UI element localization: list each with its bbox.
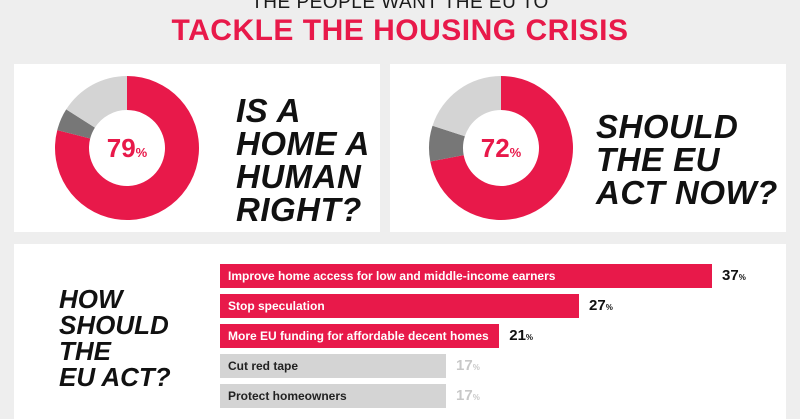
how-should-eu-act-question: HOW SHOULD THE EU ACT? bbox=[59, 286, 171, 390]
question-line: ACT NOW? bbox=[596, 174, 778, 211]
bar-value-label: 37% bbox=[722, 267, 746, 284]
question-line: SHOULD bbox=[59, 310, 169, 340]
donut-slice-1 bbox=[57, 109, 95, 139]
human-right-percent-label: 79% bbox=[107, 133, 148, 163]
question-line: RIGHT? bbox=[236, 191, 362, 228]
question-line: THE EU bbox=[596, 141, 721, 178]
bar bbox=[220, 384, 447, 408]
bar-value-label: 21% bbox=[509, 327, 534, 344]
bar bbox=[220, 264, 712, 288]
bar bbox=[220, 294, 580, 318]
bar-value-label: 17% bbox=[456, 357, 480, 374]
question-line: EU ACT? bbox=[59, 362, 171, 392]
bar bbox=[220, 354, 447, 378]
bar-category-label: More EU funding for affordable decent ho… bbox=[228, 329, 489, 343]
bar-row: Protect homeowners 17% bbox=[220, 384, 780, 408]
question-line: THE bbox=[59, 336, 111, 366]
act-now-donut-chart: 72% bbox=[429, 76, 573, 221]
question-line: HOME A bbox=[236, 125, 370, 162]
donut-slice-2 bbox=[432, 76, 501, 137]
header-title: TACKLE THE HOUSING CRISIS bbox=[171, 14, 629, 47]
bar-row: Cut red tape 17% bbox=[220, 354, 780, 378]
bar-value-label: 17% bbox=[456, 387, 480, 404]
human-right-donut-chart: 79% bbox=[54, 76, 199, 220]
bar bbox=[220, 324, 500, 348]
header-subtitle: THE PEOPLE WANT THE EU TO bbox=[251, 0, 549, 13]
donut-slice-0 bbox=[54, 76, 199, 220]
bar-row: More EU funding for affordable decent ho… bbox=[220, 324, 780, 348]
donut-slice-1 bbox=[429, 125, 465, 162]
bar-category-label: Stop speculation bbox=[228, 299, 325, 313]
how-should-eu-act-card: HOW SHOULD THE EU ACT? Improve home acce… bbox=[14, 244, 786, 419]
bar-value-label: 27% bbox=[589, 297, 613, 314]
bar-category-label: Protect homeowners bbox=[228, 389, 347, 403]
human-right-card: 79% IS A HOME A HUMAN RIGHT? bbox=[14, 64, 380, 232]
donut-slice-0 bbox=[430, 76, 573, 221]
bar-row: Stop speculation 27% bbox=[220, 294, 780, 318]
act-now-question: SHOULD THE EU ACT NOW? bbox=[596, 110, 778, 209]
act-now-percent-label: 72% bbox=[481, 133, 522, 163]
bar-row: Improve home access for low and middle-i… bbox=[220, 264, 780, 288]
act-now-card: 72% SHOULD THE EU ACT NOW? bbox=[390, 64, 786, 232]
question-line: HUMAN bbox=[236, 158, 362, 195]
donut-slice-2 bbox=[66, 76, 127, 128]
bar-category-label: Cut red tape bbox=[228, 359, 299, 373]
human-right-question: IS A HOME A HUMAN RIGHT? bbox=[236, 94, 370, 226]
question-line: HOW bbox=[59, 284, 123, 314]
bar-category-label: Improve home access for low and middle-i… bbox=[228, 269, 556, 283]
question-line: SHOULD bbox=[596, 108, 739, 145]
question-line: IS A bbox=[236, 92, 301, 129]
